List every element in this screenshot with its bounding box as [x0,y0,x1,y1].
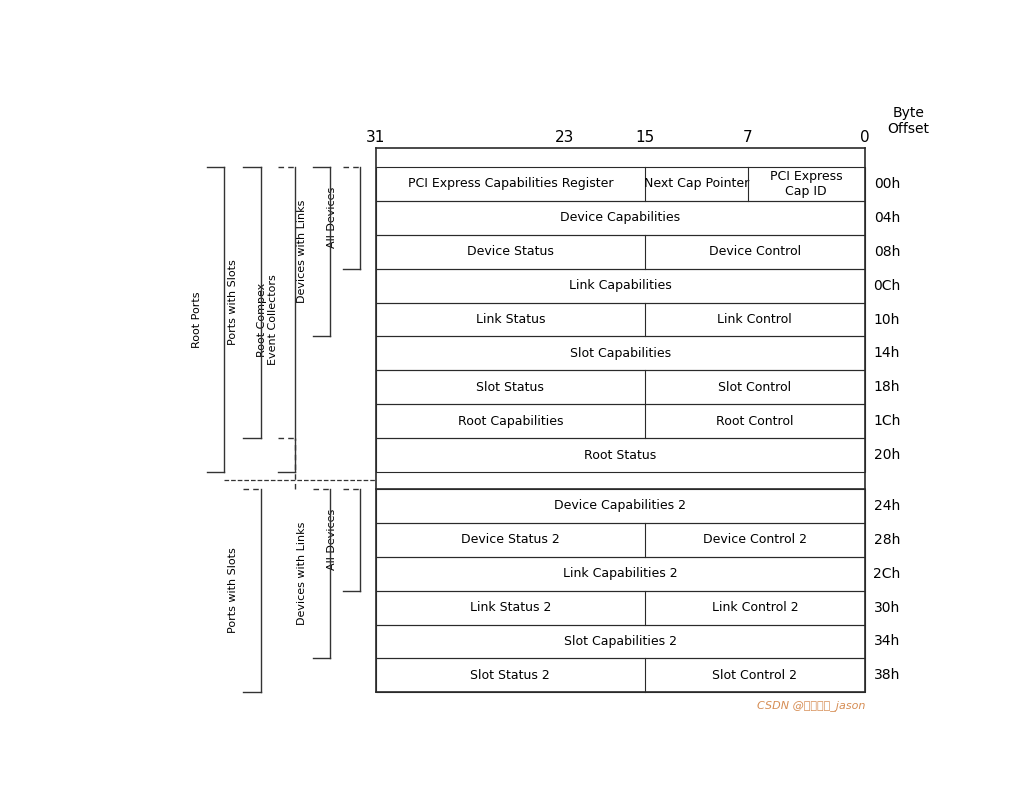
Text: Link Capabilities: Link Capabilities [569,279,672,292]
Text: All Devices: All Devices [328,187,337,249]
Text: Devices with Links: Devices with Links [297,200,307,303]
Text: PCI Express
Cap ID: PCI Express Cap ID [770,170,843,198]
Text: Slot Status: Slot Status [476,381,545,394]
Bar [376,302,865,337]
Text: PCI Express Capabilities Register: PCI Express Capabilities Register [407,178,613,190]
Text: 15: 15 [635,130,655,146]
Text: Device Status 2: Device Status 2 [461,534,560,546]
Text: Device Control 2: Device Control 2 [702,534,807,546]
Text: 0Ch: 0Ch [873,278,901,293]
Bar [376,234,865,269]
Text: Byte
Offset: Byte Offset [888,106,929,136]
Text: 00h: 00h [873,177,900,191]
Text: 38h: 38h [873,668,900,682]
Text: Ports with Slots: Ports with Slots [228,548,238,634]
Text: Slot Control 2: Slot Control 2 [713,669,797,682]
Bar [376,557,865,590]
Text: 10h: 10h [873,313,900,326]
Text: Root Compex
Event Collectors: Root Compex Event Collectors [257,274,279,365]
Text: Root Control: Root Control [716,414,794,428]
Text: All Devices: All Devices [328,509,337,570]
Text: 23: 23 [555,130,574,146]
Text: Link Control 2: Link Control 2 [712,601,798,614]
Text: Slot Capabilities: Slot Capabilities [570,347,671,360]
Text: Device Status: Device Status [467,246,554,258]
Text: 7: 7 [743,130,752,146]
Text: Slot Status 2: Slot Status 2 [470,669,550,682]
Text: 24h: 24h [873,499,900,513]
Text: 31: 31 [366,130,386,146]
Text: Root Status: Root Status [584,449,657,462]
Text: 08h: 08h [873,245,900,258]
Text: 0: 0 [860,130,869,146]
Text: Slot Control: Slot Control [719,381,791,394]
Text: Link Status 2: Link Status 2 [469,601,551,614]
Bar [376,658,865,692]
Bar [376,201,865,234]
Text: Root Capabilities: Root Capabilities [457,414,563,428]
Text: 28h: 28h [873,533,900,546]
Text: 14h: 14h [873,346,900,360]
Text: Device Control: Device Control [709,246,801,258]
Text: 20h: 20h [873,448,900,462]
Bar [376,625,865,658]
Text: 04h: 04h [873,211,900,225]
Text: Link Status: Link Status [475,313,545,326]
Text: Root Ports: Root Ports [191,291,202,348]
Bar [376,523,865,557]
Text: Devices with Links: Devices with Links [297,522,307,626]
Text: Link Control: Link Control [718,313,792,326]
Bar [376,337,865,370]
Bar [376,269,865,302]
Text: Ports with Slots: Ports with Slots [228,260,238,346]
Text: 2Ch: 2Ch [873,566,901,581]
Bar [376,370,865,404]
Bar [376,590,865,625]
Text: Device Capabilities: Device Capabilities [560,211,680,224]
Bar [376,489,865,523]
Bar [376,167,865,201]
Text: 34h: 34h [873,634,900,649]
Text: Next Cap Pointer: Next Cap Pointer [643,178,749,190]
Bar [376,438,865,472]
Text: Slot Capabilities 2: Slot Capabilities 2 [564,635,677,648]
Text: 18h: 18h [873,380,900,394]
Text: Device Capabilities 2: Device Capabilities 2 [555,499,686,512]
Text: CSDN @绻纱孤鸿_jason: CSDN @绻纱孤鸿_jason [756,700,865,710]
Text: 30h: 30h [873,601,900,614]
Text: 1Ch: 1Ch [873,414,901,428]
Bar [376,404,865,438]
Text: Link Capabilities 2: Link Capabilities 2 [563,567,678,580]
